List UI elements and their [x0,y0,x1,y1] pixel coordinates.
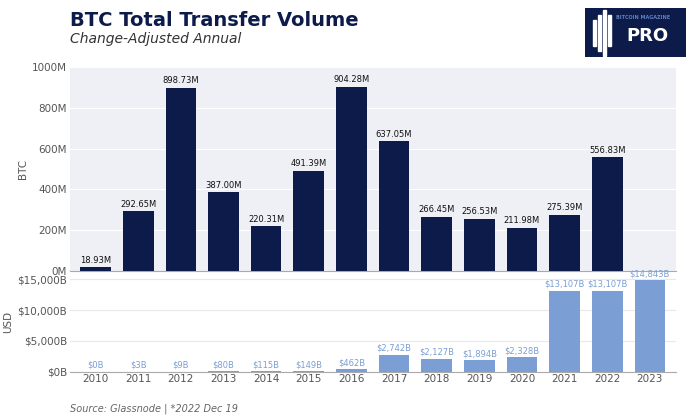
Bar [464,219,495,271]
Bar [379,141,410,271]
Bar [603,10,606,56]
Text: $1,894B: $1,894B [462,349,497,358]
Bar [336,87,367,271]
Text: $9B: $9B [173,360,189,370]
Text: 220.31M: 220.31M [248,215,284,223]
Bar [336,369,367,372]
Text: 904.28M: 904.28M [333,75,370,84]
Text: $80B: $80B [213,360,234,370]
Text: $0B: $0B [88,360,104,370]
Text: $2,742B: $2,742B [377,344,412,353]
Y-axis label: BTC: BTC [18,159,28,179]
Text: PRO: PRO [626,27,668,45]
Bar [421,359,452,372]
Bar [165,88,196,271]
Bar [592,158,622,271]
Text: BITCOIN MAGAZINE: BITCOIN MAGAZINE [616,15,671,20]
Text: $13,107B: $13,107B [545,280,584,289]
Text: 275.39M: 275.39M [547,203,583,213]
Text: 256.53M: 256.53M [461,207,498,216]
Bar [550,291,580,372]
Text: $115B: $115B [253,360,279,370]
Text: $14,843B: $14,843B [630,269,670,278]
Text: 898.73M: 898.73M [162,76,199,85]
Bar [80,267,111,271]
Bar [251,371,281,372]
Bar [593,19,596,46]
Bar [208,192,239,271]
Text: 637.05M: 637.05M [376,130,412,139]
Text: $149B: $149B [295,360,322,370]
Bar [464,360,495,372]
Bar [421,217,452,271]
Bar [507,357,538,372]
Text: 556.83M: 556.83M [589,146,626,155]
Bar [293,371,324,372]
Bar [635,280,665,372]
Text: 266.45M: 266.45M [419,205,455,214]
Text: $2,127B: $2,127B [419,348,454,357]
Text: $2,328B: $2,328B [505,346,540,355]
Text: $13,107B: $13,107B [587,280,627,289]
Bar [592,291,622,372]
Bar [379,355,410,372]
Bar [293,171,324,271]
Text: $462B: $462B [338,359,365,368]
Text: Change-Adjusted Annual: Change-Adjusted Annual [70,32,241,45]
Text: 211.98M: 211.98M [504,216,540,225]
Bar [251,226,281,271]
Text: BTC Total Transfer Volume: BTC Total Transfer Volume [70,10,358,29]
Bar [507,228,538,271]
Bar [123,211,153,271]
Bar [608,15,611,46]
Text: 491.39M: 491.39M [290,159,327,168]
Y-axis label: USD: USD [4,311,13,333]
Text: 387.00M: 387.00M [205,181,242,189]
Text: Source: Glassnode | *2022 Dec 19: Source: Glassnode | *2022 Dec 19 [70,403,238,414]
Bar [208,371,239,372]
Bar [598,15,601,51]
Text: 292.65M: 292.65M [120,200,156,209]
Text: $3B: $3B [130,360,146,370]
Text: 18.93M: 18.93M [80,256,111,265]
Bar [550,215,580,271]
